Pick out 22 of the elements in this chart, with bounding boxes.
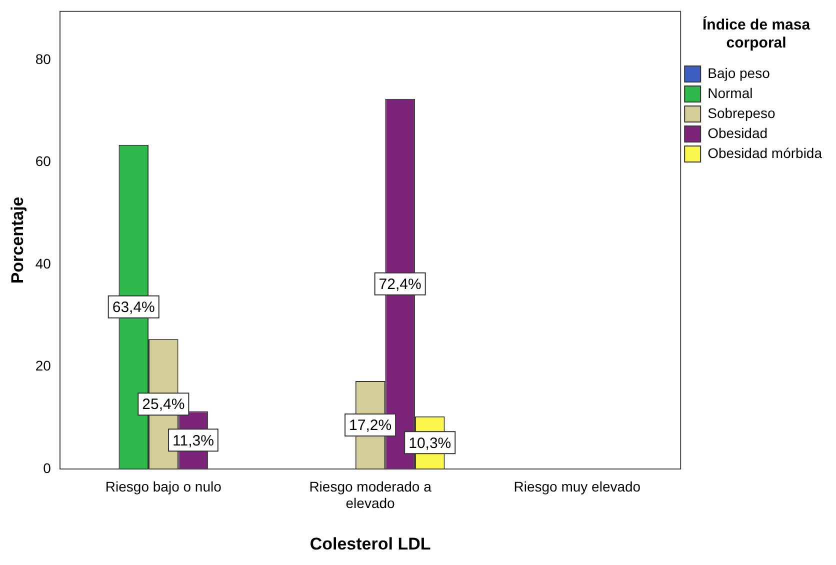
data-label: 17,2% — [349, 417, 392, 434]
x-tick-label: Riesgo moderado a elevado — [309, 478, 432, 512]
legend-label: Bajo peso — [708, 64, 770, 81]
x-tick-label: Riesgo muy elevado — [514, 478, 641, 494]
data-label: 11,3% — [172, 432, 214, 450]
y-axis-title: Porcentaje — [8, 196, 27, 284]
data-label: 10,3% — [408, 434, 452, 452]
y-tick-label: 80 — [35, 50, 52, 67]
x-axis-title: Colesterol LDL — [310, 534, 431, 554]
y-tick-label: 60 — [35, 153, 52, 170]
legend-label: Sobrepeso — [708, 104, 776, 121]
data-label: 25,4% — [142, 396, 185, 414]
y-tick-label: 0 — [43, 460, 52, 476]
legend-title: Índice de masa corporal — [702, 16, 811, 52]
x-tick-label: Riesgo bajo o nulo — [105, 478, 222, 494]
legend-label: Obesidad — [708, 124, 768, 141]
legend-label: Normal — [708, 84, 753, 101]
data-label: 72,4% — [378, 276, 422, 294]
y-tick-label: 40 — [35, 255, 52, 272]
y-tick-label: 20 — [35, 358, 52, 374]
data-label: 63,4% — [112, 299, 155, 316]
legend-label: Obesidad mórbida — [708, 144, 822, 161]
